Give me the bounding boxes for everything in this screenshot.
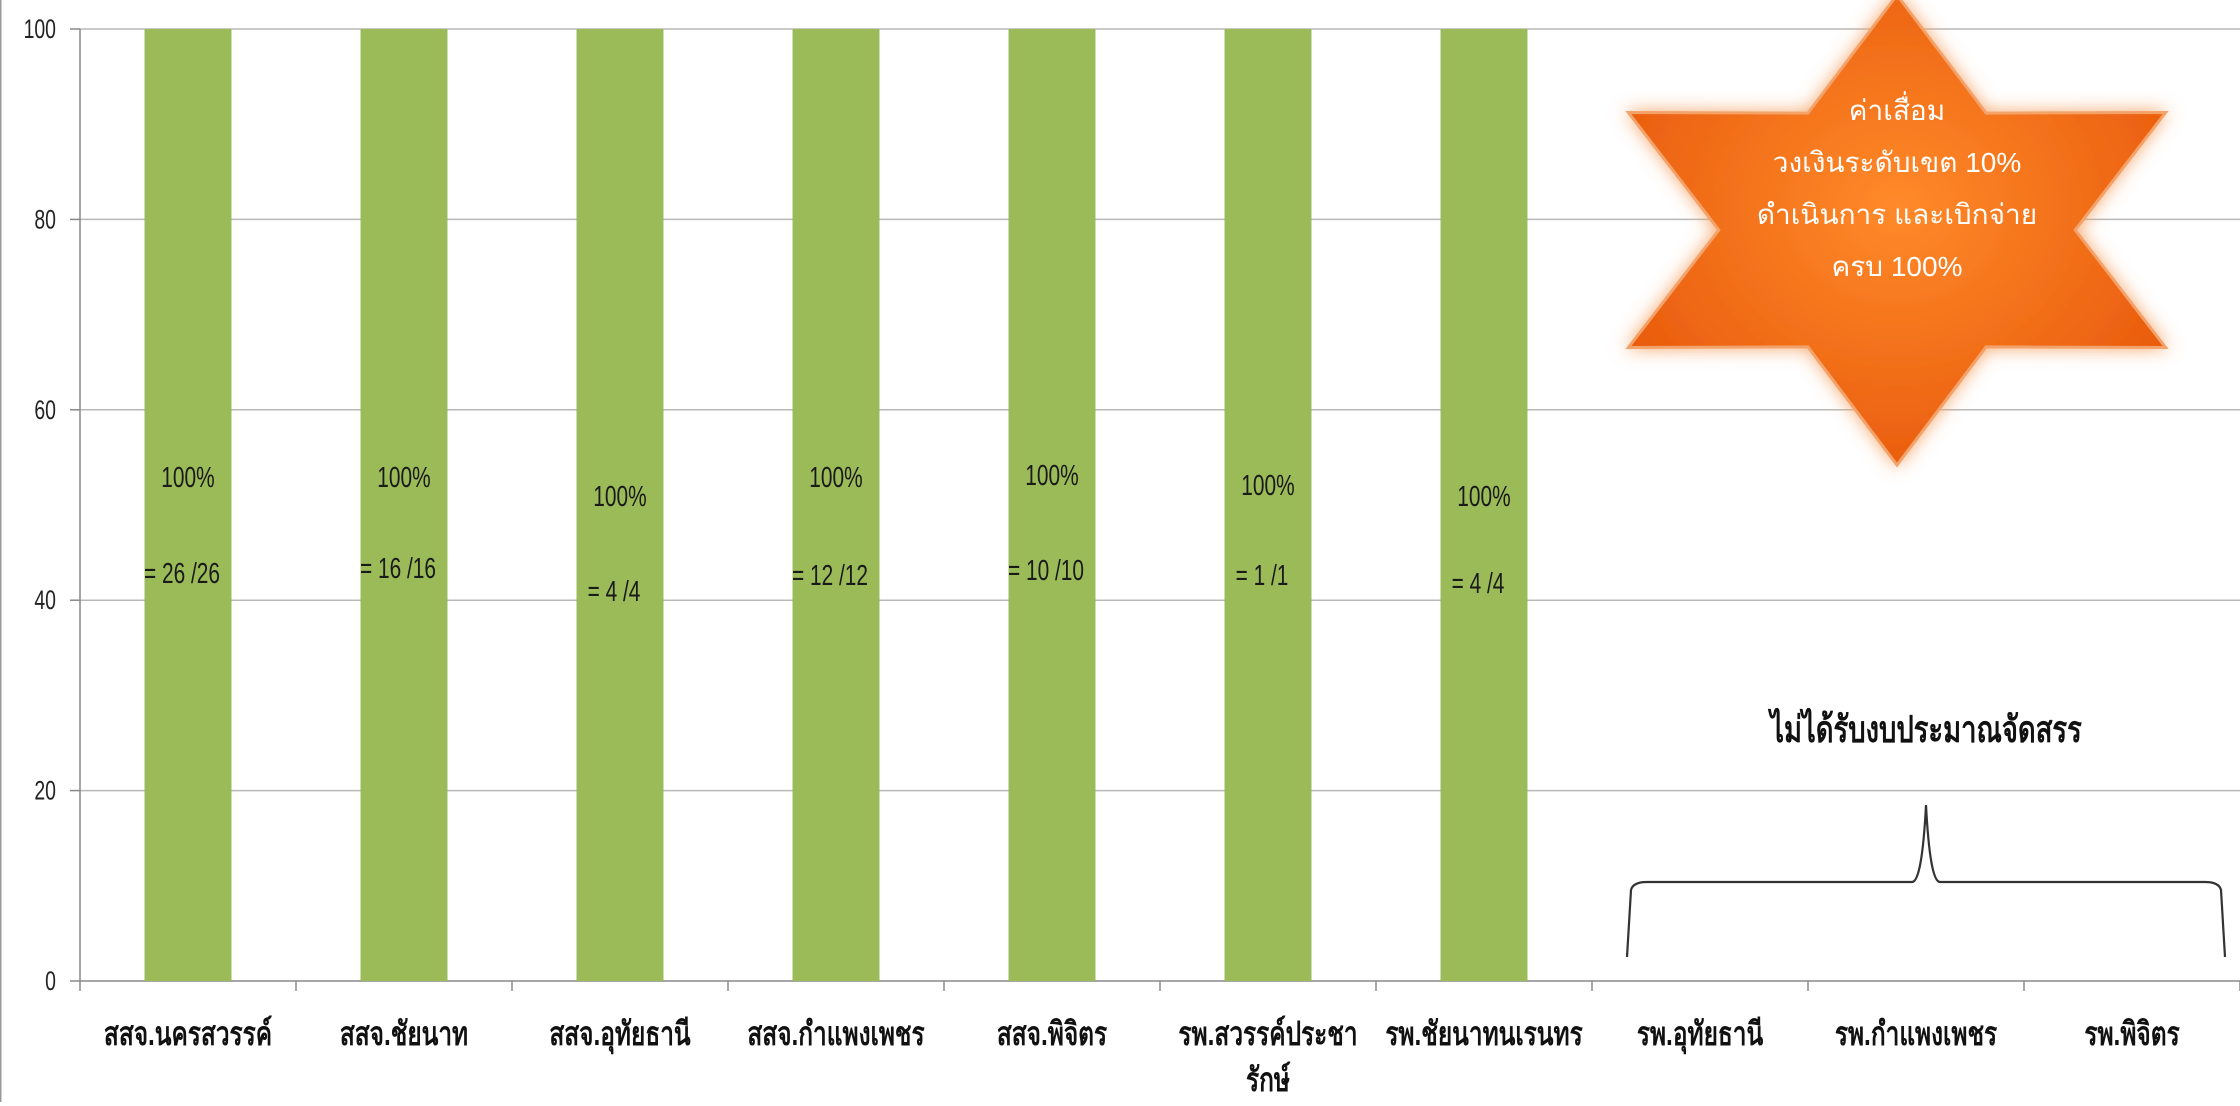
x-tick-label: รพ.สวรรค์ประชา [1178,1014,1357,1053]
bar [1224,29,1312,981]
data-label-percent: 100% [1457,481,1510,513]
x-tick-label: รักษ์ [1246,1060,1291,1099]
star-text-line: ครบ 100% [1832,251,1963,282]
y-tick-label: 40 [34,585,56,615]
x-tick-label: รพ.กำแพงเพชร [1835,1017,1998,1053]
bar [360,29,448,981]
x-tick-label: รพ.อุทัยธานี [1637,1017,1763,1055]
data-label-percent: 100% [1241,470,1294,502]
y-tick-label: 100 [24,14,56,44]
bar [1008,29,1096,981]
data-labels: 100% = 26 /26 100% = 16 /16 100% = 4 /4 100% = … [144,460,1511,608]
data-label-ratio: = 1 /1 [1236,560,1289,592]
data-label-ratio: = 4 /4 [588,576,641,608]
x-tick-label: สสจ.พิจิตร [997,1017,1108,1053]
x-tick-label: สสจ.ชัยนาท [340,1017,468,1053]
bars [144,29,1528,981]
data-label-ratio: = 4 /4 [1452,568,1505,600]
bar [792,29,880,981]
curly-brace [1625,804,2227,958]
data-label-ratio: = 12 /12 [792,560,868,592]
brace-label: ไม่ได้รับงบประมาณจัดสรร [1768,708,2083,750]
x-tick-label: รพ.ชัยนาทนเรนทร [1385,1017,1583,1053]
star-text-line: ค่าเสื่อม [1849,91,1945,126]
y-tick-label: 20 [34,775,56,805]
x-tick-labels: สสจ.นครสวรรค์ สสจ.ชัยนาท สสจ.อุทัยธานี สสจ.… [104,1014,2180,1099]
bar [576,29,664,981]
data-label-percent: 100% [593,481,646,513]
data-label-percent: 100% [161,462,214,494]
data-label-percent: 100% [1025,460,1078,492]
x-tick-label: สสจ.อุทัยธานี [549,1017,690,1055]
data-label-ratio: = 26 /26 [144,558,220,590]
bar [1440,29,1528,981]
data-label-ratio: = 16 /16 [360,553,436,585]
star-text-line: ดำเนินการ และเบิกจ่าย [1757,199,2037,230]
x-tick-label: สสจ.นครสวรรค์ [104,1014,272,1053]
star-shape [1625,0,2169,468]
y-tick-label: 60 [34,395,56,425]
x-tick-label: รพ.พิจิตร [2084,1017,2180,1053]
bar [144,29,232,981]
data-label-ratio: = 10 /10 [1008,555,1084,587]
data-label-percent: 100% [809,462,862,494]
x-tick-label: สสจ.กำแพงเพชร [747,1017,925,1053]
y-tick-labels: 0 20 40 60 80 100 [24,14,56,996]
y-tick-label: 0 [45,966,56,996]
star-text-line: วงเงินระดับเขต 10% [1773,147,2022,178]
data-label-percent: 100% [377,462,430,494]
y-tick-label: 80 [34,204,56,234]
